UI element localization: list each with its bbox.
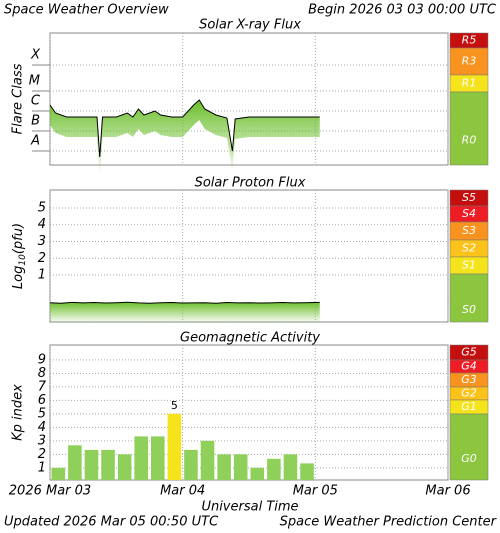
scale-label: S3 [462, 224, 476, 237]
scale-label: S0 [462, 303, 476, 316]
data-line [49, 301, 320, 304]
y-tick-label: M [29, 74, 40, 89]
scale-label: G0 [461, 452, 477, 465]
y-tick-label: X [30, 48, 41, 63]
y-axis-label: Kp index [11, 384, 26, 441]
x-tick-label: Mar 05 [293, 484, 338, 499]
kp-bar [267, 458, 281, 480]
panel-title: Geomagnetic Activity [180, 331, 320, 346]
kp-bar [84, 449, 99, 480]
x-axis-label: Universal Time [201, 500, 298, 515]
kp-bar [184, 449, 198, 480]
y-tick-label: 1 [38, 268, 46, 283]
y-tick-label: 3 [38, 433, 46, 448]
scale-label: R5 [462, 34, 477, 47]
y-axis-label-part: Log [11, 266, 26, 289]
y-tick-label: 1 [38, 460, 46, 475]
kp-bar [283, 454, 298, 480]
scale-label: R3 [462, 55, 477, 68]
y-tick-label: 6 [38, 393, 46, 408]
scale-label: R1 [462, 77, 477, 90]
plot-frame [49, 32, 449, 166]
kp-bar [200, 440, 215, 480]
panel-title: Solar Proton Flux [195, 176, 306, 191]
plot-frame [49, 189, 449, 323]
x-tick-label: Mar 06 [425, 484, 470, 499]
y-axis-label: Flare Class [11, 63, 26, 134]
kp-bar [300, 463, 314, 480]
y-tick-label: 4 [38, 420, 46, 435]
y-axis-label-part: (pfu) [11, 223, 26, 254]
scale-segment [449, 91, 489, 166]
y-tick-label: 3 [38, 234, 46, 249]
line-fill [50, 100, 320, 177]
kp-bar [101, 449, 115, 480]
y-tick-label: 8 [38, 366, 46, 381]
scale-label: S2 [462, 242, 476, 255]
scale-label: R0 [462, 134, 477, 147]
kp-bar [250, 467, 265, 480]
panel-title: Solar X-ray Flux [199, 18, 301, 33]
y-tick-label: 4 [38, 217, 46, 232]
kp-bar [134, 436, 148, 480]
x-tick-label: Mar 04 [160, 484, 205, 499]
scale-label: G1 [461, 400, 477, 413]
kp-bar [167, 413, 182, 480]
plot-frame [49, 344, 449, 481]
scale-label: G5 [461, 346, 477, 359]
kp-bar [68, 445, 82, 480]
y-axis-label: Log10(pfu) [11, 223, 28, 289]
scale-segment [449, 413, 489, 481]
header-title: Space Weather Overview [4, 3, 169, 18]
y-tick-label: 9 [38, 352, 46, 367]
y-tick-label: 7 [38, 379, 47, 394]
scale-label: G2 [461, 387, 477, 400]
line-fill [50, 302, 320, 324]
scale-segment [449, 273, 489, 323]
footer-source: Space Weather Prediction Center [280, 515, 498, 530]
scale-label: S4 [462, 207, 476, 220]
y-tick-label: 5 [38, 406, 46, 421]
header-begin: Begin 2026 03 03 00:00 UTC [308, 3, 497, 18]
scale-label: G4 [461, 360, 477, 373]
kp-bar [151, 436, 165, 480]
y-tick-label: A [30, 134, 40, 149]
kp-bar [217, 454, 231, 480]
scale-segment [449, 47, 489, 76]
x-tick-label: 2026 Mar 03 [9, 484, 91, 499]
y-tick-label: 5 [38, 200, 46, 215]
kp-bar [117, 454, 132, 480]
y-tick-label: C [31, 94, 41, 109]
data-line [49, 99, 320, 158]
value-label: 5 [171, 399, 178, 412]
kp-bar [233, 454, 248, 480]
y-axis-label-part: 10 [18, 254, 28, 266]
y-tick-label: B [31, 114, 40, 129]
scale-label: S1 [462, 259, 476, 272]
y-tick-label: 2 [38, 251, 46, 266]
kp-bar [51, 467, 66, 480]
footer-updated: Updated 2026 Mar 05 00:50 UTC [4, 515, 219, 530]
scale-label: S5 [462, 191, 476, 204]
scale-label: G3 [461, 373, 477, 386]
y-tick-label: 2 [38, 447, 46, 462]
